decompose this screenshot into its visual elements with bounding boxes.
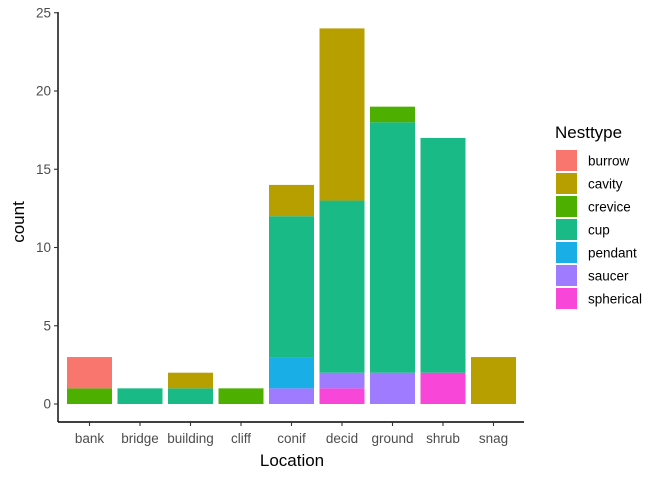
bars-layer xyxy=(67,28,516,404)
legend-label-cup: cup xyxy=(588,223,610,238)
bar-segment-conif-cup xyxy=(269,216,314,358)
legend-label-spherical: spherical xyxy=(588,292,642,307)
y-axis-ticks: 0 5 10 15 20 25 xyxy=(36,5,58,412)
x-tick-label-building: building xyxy=(167,431,214,446)
legend-swatch-saucer xyxy=(556,265,577,286)
bar-segment-conif-pendant xyxy=(269,357,314,389)
bar-segment-decid-cavity xyxy=(319,28,365,201)
bar-segment-decid-spherical xyxy=(319,388,365,404)
y-axis-title: count xyxy=(9,201,28,243)
legend-swatch-spherical xyxy=(556,288,577,309)
y-tick-label: 5 xyxy=(43,318,51,333)
x-tick-label-ground: ground xyxy=(371,431,413,446)
bar-segment-ground-cup xyxy=(370,122,415,373)
x-tick-label-snag: snag xyxy=(479,431,508,446)
bar-segment-cliff-crevice xyxy=(218,388,264,404)
x-tick-label-shrub: shrub xyxy=(426,431,460,446)
bar-segment-bank-burrow xyxy=(67,357,112,389)
x-tick-label-bridge: bridge xyxy=(121,431,159,446)
y-tick-label: 15 xyxy=(36,162,51,177)
legend-swatch-crevice xyxy=(556,196,577,217)
bar-segment-building-cavity xyxy=(168,372,213,389)
legend-label-burrow: burrow xyxy=(588,154,630,169)
bar-segment-snag-cavity xyxy=(471,357,516,404)
bar-segment-ground-saucer xyxy=(370,372,415,404)
bar-segment-ground-crevice xyxy=(370,106,415,123)
x-axis-title: Location xyxy=(260,451,324,470)
x-tick-label-conif: conif xyxy=(277,431,306,446)
x-tick-label-decid: decid xyxy=(326,431,358,446)
x-axis-ticks: bank bridge building cliff conif decid ground s… xyxy=(75,422,508,446)
y-tick-label: 10 xyxy=(36,240,51,255)
legend-swatch-pendant xyxy=(556,242,577,263)
legend-label-pendant: pendant xyxy=(588,246,637,261)
bar-segment-conif-saucer xyxy=(269,388,314,404)
bar-segment-decid-cup xyxy=(319,200,365,373)
y-tick-label: 0 xyxy=(43,397,51,412)
legend-label-crevice: crevice xyxy=(588,200,631,215)
x-tick-label-bank: bank xyxy=(75,431,105,446)
bar-segment-shrub-cup xyxy=(420,137,466,373)
legend-swatch-burrow xyxy=(556,150,577,171)
legend-items: burrow cavity crevice cup pendant saucer spher… xyxy=(556,150,642,309)
bar-segment-building-cup xyxy=(168,388,213,404)
legend-title: Nesttype xyxy=(555,123,622,142)
legend-label-saucer: saucer xyxy=(588,269,629,284)
legend-label-cavity: cavity xyxy=(588,177,623,192)
legend-swatch-cup xyxy=(556,219,577,240)
bar-segment-bridge-cup xyxy=(117,388,163,404)
y-tick-label: 20 xyxy=(36,84,51,99)
legend-swatch-cavity xyxy=(556,173,577,194)
y-tick-label: 25 xyxy=(36,5,51,20)
x-tick-label-cliff: cliff xyxy=(231,431,251,446)
bar-segment-shrub-spherical xyxy=(420,372,466,404)
legend: Nesttype burrow cavity crevice cup pendant sa… xyxy=(555,123,642,309)
bar-segment-decid-saucer xyxy=(319,372,365,389)
bar-segment-bank-crevice xyxy=(67,388,112,404)
bar-segment-conif-cavity xyxy=(269,184,314,217)
